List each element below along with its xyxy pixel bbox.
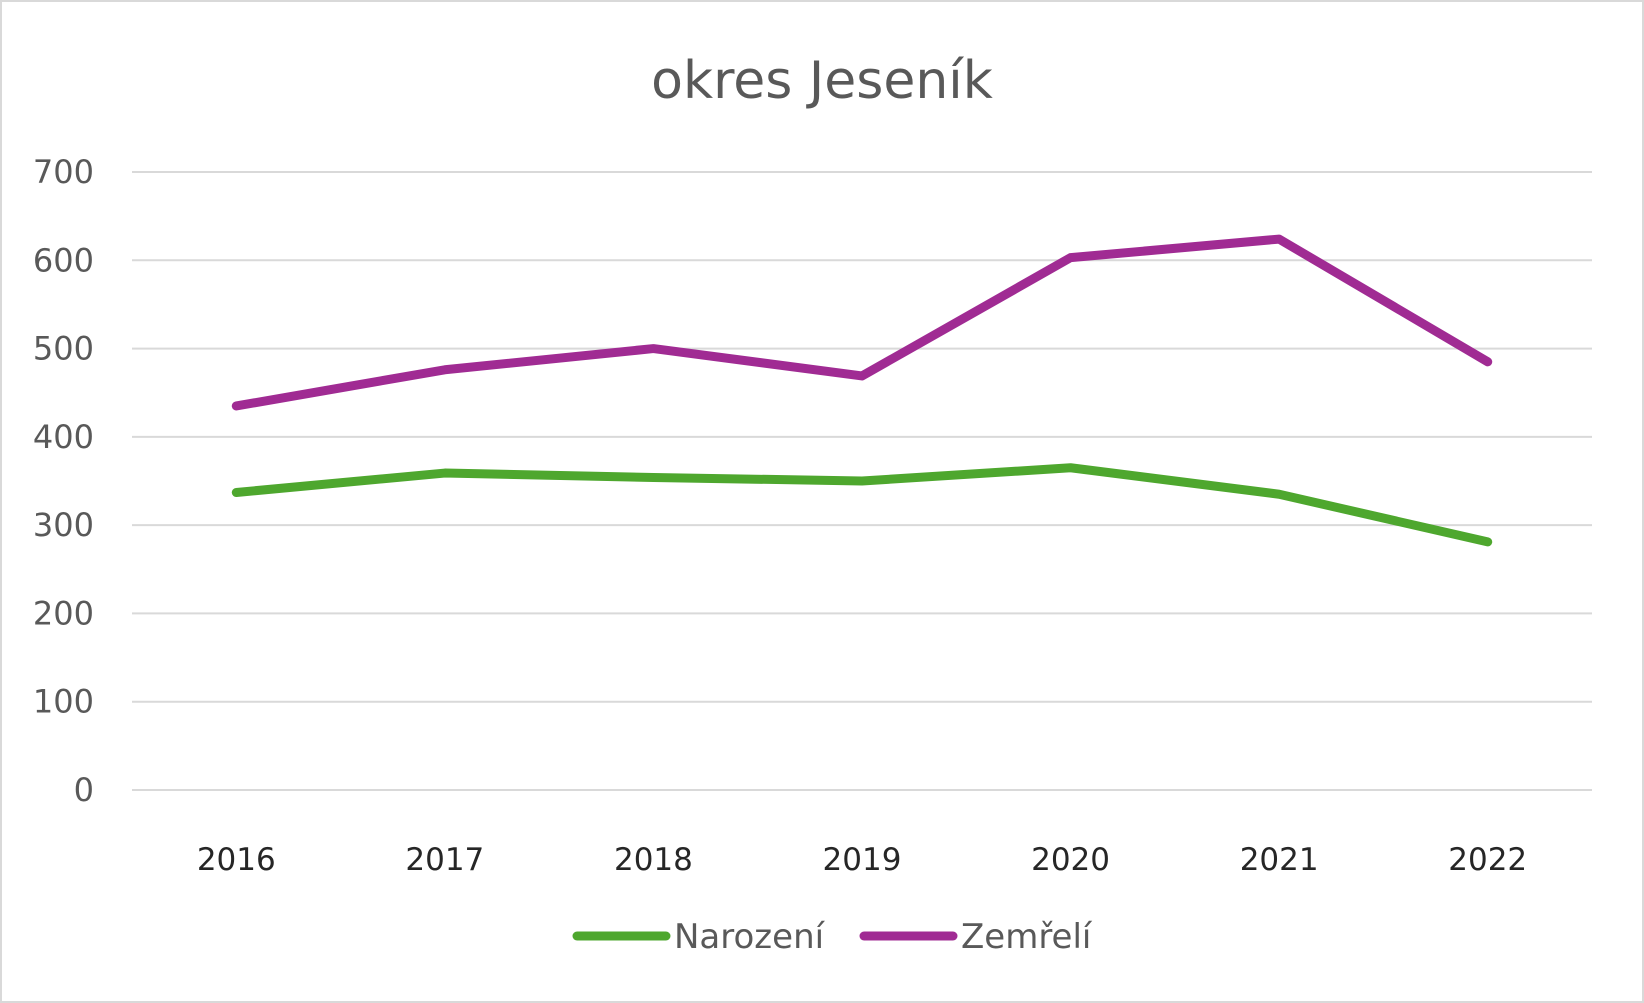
y-tick-label: 200 [33, 594, 94, 632]
y-tick-label: 700 [33, 153, 94, 191]
x-tick-label: 2017 [405, 842, 484, 878]
y-tick-label: 300 [33, 506, 94, 544]
chart-title: okres Jeseník [651, 51, 993, 111]
x-tick-label: 2016 [197, 842, 276, 878]
y-axis-ticks: 0 100 200 300 400 500 600 700 [33, 153, 94, 809]
x-tick-label: 2020 [1031, 842, 1110, 878]
x-tick-label: 2018 [614, 842, 693, 878]
y-tick-label: 100 [33, 683, 94, 721]
y-tick-label: 400 [33, 418, 94, 456]
legend-label: Zemřelí [961, 917, 1093, 957]
x-axis-ticks: 2016 2017 2018 2019 2020 2021 2022 [197, 842, 1527, 878]
x-tick-label: 2022 [1448, 842, 1527, 878]
x-tick-label: 2019 [823, 842, 902, 878]
series-lines [231, 234, 1493, 547]
gridlines [132, 171, 1592, 791]
y-tick-label: 600 [33, 241, 94, 279]
legend: Narození Zemřelí [572, 917, 1093, 957]
series-line-0 [231, 463, 1493, 547]
x-tick-label: 2021 [1240, 842, 1319, 878]
legend-label: Narození [674, 917, 826, 957]
y-tick-label: 0 [74, 771, 94, 809]
series-line-1 [231, 234, 1493, 411]
y-tick-label: 500 [33, 330, 94, 368]
